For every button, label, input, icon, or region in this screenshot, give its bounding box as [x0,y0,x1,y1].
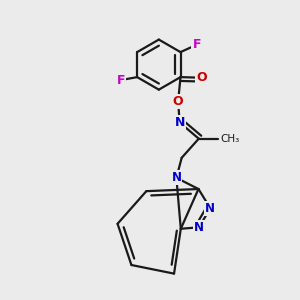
Text: O: O [173,95,184,108]
Text: N: N [205,202,215,215]
Text: CH₃: CH₃ [220,134,239,144]
Text: N: N [174,116,185,129]
Text: O: O [196,71,207,84]
Text: N: N [194,221,204,234]
Text: F: F [117,74,125,87]
Text: N: N [171,171,182,184]
Text: F: F [193,38,201,51]
